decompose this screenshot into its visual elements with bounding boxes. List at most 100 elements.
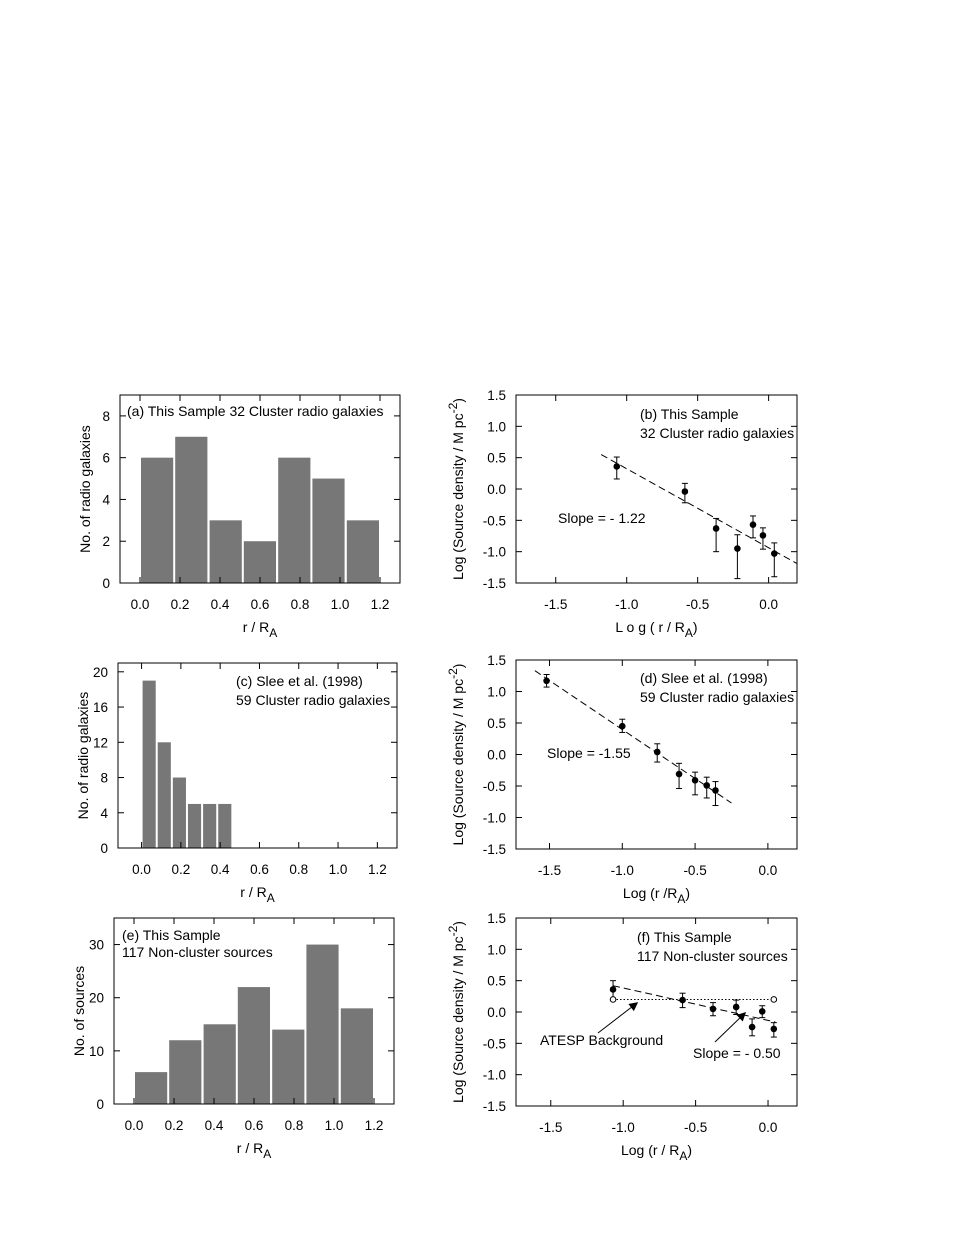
plot-area — [600, 454, 797, 580]
panel-annotation: (e) This Sample — [122, 927, 221, 943]
data-point-5 — [703, 782, 711, 789]
slope-label: Slope = -1.55 — [547, 745, 631, 761]
x-axis-label-main: Log (r /R — [623, 885, 677, 901]
panel-annotation: 32 Cluster radio galaxies — [640, 425, 794, 441]
y-axis-label: No. of sources — [71, 966, 87, 1056]
slope-label: Slope = - 1.22 — [558, 510, 646, 526]
y-tick-label: -1.0 — [483, 811, 506, 826]
bar-6 — [346, 520, 379, 583]
background-label: ATESP Background — [540, 1032, 663, 1048]
x-tick-label: 0.0 — [132, 862, 151, 877]
fit-line — [612, 985, 776, 1023]
plot-area — [534, 670, 732, 807]
y-tick-label: 20 — [89, 991, 104, 1006]
data-point-2 — [653, 748, 661, 756]
x-axis-label-main: Log (r / R — [621, 1142, 679, 1158]
x-tick-label: -0.5 — [686, 597, 709, 612]
y-tick-label: -1.5 — [483, 1099, 506, 1114]
y-tick-label: 0.5 — [487, 974, 506, 989]
y-tick-label: 1.0 — [487, 419, 506, 434]
y-axis-label-main: Log (Source density / M pc — [450, 679, 466, 846]
x-tick-label: 1.2 — [371, 597, 390, 612]
x-tick-label: 0.0 — [758, 863, 777, 878]
x-tick-label: -1.0 — [612, 1120, 635, 1135]
y-tick-label: -1.0 — [483, 545, 506, 560]
bar-0 — [142, 680, 156, 848]
bar-6 — [340, 1008, 373, 1104]
y-axis-label-sup: -2 — [446, 925, 460, 936]
x-tick-label: 0.6 — [251, 597, 270, 612]
panel-f-density-plot: -1.5 -1.0 -0.5 0.0 -1.5 -1.0 -0.5 0.0 0.5 1.0 1.5 L… — [446, 911, 798, 1163]
x-tick-label: 0.6 — [245, 1118, 264, 1133]
data-point-4 — [748, 1023, 756, 1031]
data-point-2 — [712, 525, 720, 532]
y-tick-label: 6 — [102, 451, 110, 466]
panel-annotation: (a) This Sample 32 Cluster radio galaxie… — [127, 403, 384, 419]
x-tick-label: 1.2 — [365, 1118, 384, 1133]
panel-annotation: (c) Slee et al. (1998) — [236, 673, 363, 689]
panel-annotation: 117 Non-cluster sources — [122, 944, 273, 960]
y-tick-label: -1.5 — [483, 576, 506, 591]
plot-frame — [117, 662, 398, 849]
x-tick-label: 0.8 — [289, 862, 308, 877]
y-tick-label: 10 — [89, 1044, 104, 1059]
data-point-1 — [679, 996, 686, 1004]
x-axis-label-sub: A — [679, 1149, 687, 1163]
y-tick-label: 2 — [102, 534, 110, 549]
y-tick-label: 1.5 — [487, 388, 506, 403]
data-point-2 — [709, 1005, 717, 1013]
background-arrow — [597, 1002, 639, 1034]
y-tick-label: 12 — [93, 735, 108, 750]
y-tick-label: -1.5 — [483, 842, 506, 857]
bar-5 — [306, 944, 339, 1104]
x-axis-label-tail: ) — [685, 885, 690, 901]
data-point-6 — [712, 787, 719, 794]
y-axis-label: No. of radio galaxies — [77, 425, 93, 553]
y-tick-label: 0.5 — [487, 716, 506, 731]
x-axis-label-sub: A — [269, 626, 277, 640]
x-axis-label: r / RA — [237, 1140, 271, 1161]
x-axis-label-tail: ) — [693, 619, 698, 635]
x-axis-label-main: r / R — [243, 619, 269, 635]
x-tick-label: -1.5 — [539, 1120, 562, 1135]
panel-d-density-plot: -1.5 -1.0 -0.5 0.0 -1.5 -1.0 -0.5 0.0 0.5 1.0 1.5 L… — [446, 653, 798, 906]
x-axis-label: r / RA — [240, 884, 274, 905]
x-axis-label-sub: A — [677, 892, 685, 906]
x-axis-label-sub: A — [263, 1147, 271, 1161]
x-tick-label: 0.0 — [759, 597, 778, 612]
y-tick-label: 30 — [89, 938, 104, 953]
y-axis-label-sup: -2 — [446, 402, 460, 413]
y-tick-label: 0 — [96, 1097, 104, 1112]
x-tick-label: 0.8 — [285, 1118, 304, 1133]
background-point-1 — [770, 996, 778, 1003]
x-tick-label: 0.0 — [759, 1120, 778, 1135]
x-axis-label: Log (r /RA) — [623, 885, 690, 906]
x-tick-label: 1.2 — [368, 862, 387, 877]
bar-2 — [209, 520, 242, 583]
data-point-3 — [734, 545, 741, 552]
y-axis-label-tail: ) — [450, 398, 466, 403]
x-tick-label: 1.0 — [325, 1118, 344, 1133]
bar-2 — [203, 1024, 236, 1104]
panel-annotation: (f) This Sample — [637, 929, 732, 945]
x-axis-label-tail: ) — [687, 1142, 692, 1158]
panel-a-histogram: 0.0 0.2 0.4 0.6 0.8 1.0 1.2 0 2 4 6 8 r / RA No. of r… — [77, 394, 401, 640]
y-tick-label: 0.0 — [487, 1005, 506, 1020]
y-axis-label: Log (Source density / M pc-2) — [446, 664, 466, 846]
bar-4 — [203, 803, 217, 848]
y-axis-label: Log (Source density / M pc-2) — [446, 398, 466, 580]
bar-5 — [312, 478, 345, 583]
y-tick-label: 1.5 — [487, 653, 506, 668]
data-point-6 — [770, 1025, 778, 1033]
bar-1 — [157, 742, 171, 848]
bar-0 — [135, 1072, 168, 1104]
data-point-0 — [543, 677, 550, 685]
bar-0 — [141, 457, 174, 583]
y-tick-label: 0.0 — [487, 482, 506, 497]
data-point-3 — [732, 1003, 740, 1011]
x-tick-label: 0.4 — [205, 1118, 224, 1133]
data-point-0 — [613, 463, 621, 470]
fit-line — [534, 670, 732, 804]
y-tick-label: -0.5 — [483, 1036, 506, 1051]
bar-3 — [187, 803, 202, 848]
